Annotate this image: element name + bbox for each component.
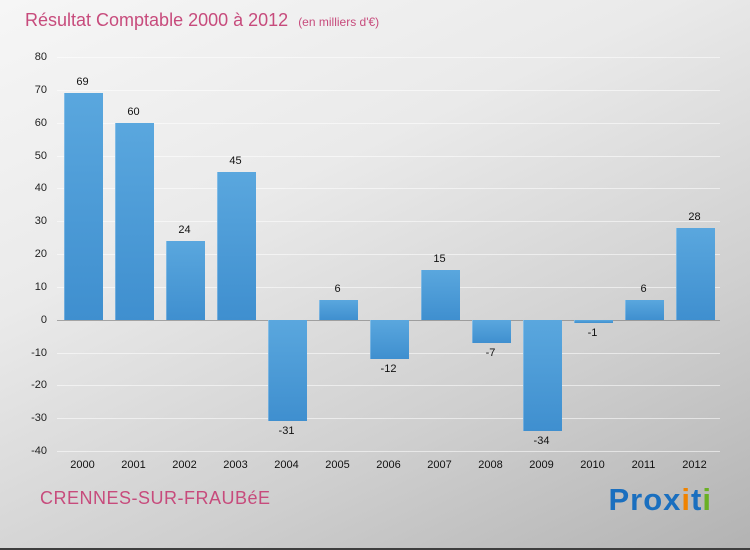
bar-value-label: -1 <box>587 326 598 339</box>
bar-value-label: 6 <box>640 282 647 295</box>
bar <box>318 299 358 320</box>
bar-chart: 80 70 60 50 40 30 20 10 0 -10 -20 -30 -40 69 2000 60 200… <box>31 51 720 471</box>
gridline <box>57 188 720 190</box>
y-axis-tick-label: 60 <box>34 116 47 129</box>
bar-value-label: -34 <box>533 435 550 448</box>
logo-letter: i <box>702 482 712 517</box>
gridline <box>57 451 720 452</box>
bar <box>471 319 511 343</box>
x-axis-year-label: 2006 <box>376 459 401 471</box>
x-axis-year-label: 2007 <box>427 459 452 471</box>
gridline <box>57 122 720 124</box>
y-axis-tick-label: 80 <box>34 51 47 63</box>
x-axis-year-label: 2008 <box>478 459 503 471</box>
chart-header: Résultat Comptable 2000 à 2012 (en millie… <box>25 10 379 31</box>
y-axis-tick-label: -40 <box>31 445 47 457</box>
bar <box>420 270 460 320</box>
x-axis-year-label: 2004 <box>274 459 299 471</box>
logo-letter: i <box>681 482 692 517</box>
x-axis-year-label: 2009 <box>529 459 554 471</box>
bar-value-label: -31 <box>278 425 295 438</box>
gridline <box>57 254 720 255</box>
y-axis-tick-label: 30 <box>34 215 47 228</box>
gridline <box>57 221 720 223</box>
bar <box>216 171 256 320</box>
bar-value-label: 28 <box>688 210 701 223</box>
bar <box>522 319 562 432</box>
gridline <box>57 385 720 387</box>
gridline <box>57 418 720 420</box>
y-axis-tick-label: -30 <box>31 412 47 425</box>
bar-value-label: 69 <box>76 76 89 89</box>
x-axis-year-label: 2000 <box>70 459 95 471</box>
gridline <box>57 89 720 91</box>
y-axis-tick-label: 40 <box>34 182 47 195</box>
y-axis-tick-label: 20 <box>34 248 47 260</box>
chart-subtitle: (en milliers d'€) <box>298 15 380 29</box>
bar-value-label: 6 <box>334 282 341 295</box>
gridline <box>57 57 720 58</box>
y-axis-tick-label: 50 <box>34 149 47 162</box>
logo-letter: o <box>643 482 664 517</box>
logo-letter: r <box>630 482 644 517</box>
y-axis-tick-label: 70 <box>34 83 47 96</box>
bar <box>624 299 664 320</box>
bar <box>267 319 307 422</box>
bar-value-label: 15 <box>433 253 446 266</box>
y-axis-tick-label: -20 <box>31 379 47 392</box>
y-axis-tick-label: 10 <box>34 280 47 293</box>
y-axis-tick-label: 0 <box>40 313 47 326</box>
bar <box>165 240 205 320</box>
x-axis-year-label: 2002 <box>172 459 197 471</box>
bar <box>114 122 154 320</box>
x-axis-year-label: 2011 <box>631 459 656 471</box>
bar-value-label: 24 <box>178 223 191 236</box>
proxiti-logo: Proxiti <box>608 482 712 518</box>
bar <box>573 319 613 323</box>
x-axis-year-label: 2001 <box>121 459 146 471</box>
logo-letter: P <box>608 482 631 517</box>
bar <box>369 319 409 360</box>
gridline <box>57 286 720 288</box>
gridline <box>57 155 720 157</box>
bar-value-label: 60 <box>127 105 140 118</box>
bar-value-label: 45 <box>229 154 242 167</box>
x-axis-year-label: 2003 <box>223 459 248 471</box>
chart-title: Résultat Comptable 2000 à 2012 <box>25 10 289 30</box>
bar-value-label: -12 <box>380 363 397 376</box>
x-axis-year-label: 2005 <box>325 459 350 471</box>
bar <box>63 93 103 320</box>
bar <box>675 227 715 320</box>
x-axis-year-label: 2012 <box>682 459 707 471</box>
x-axis-year-label: 2010 <box>580 459 605 471</box>
bar-value-label: -7 <box>485 346 496 359</box>
logo-letter: x <box>663 482 682 517</box>
location-label: CRENNES-SUR-FRAUBéE <box>40 488 271 508</box>
y-axis-tick-label: -10 <box>31 346 47 359</box>
logo-letter: t <box>691 482 703 517</box>
